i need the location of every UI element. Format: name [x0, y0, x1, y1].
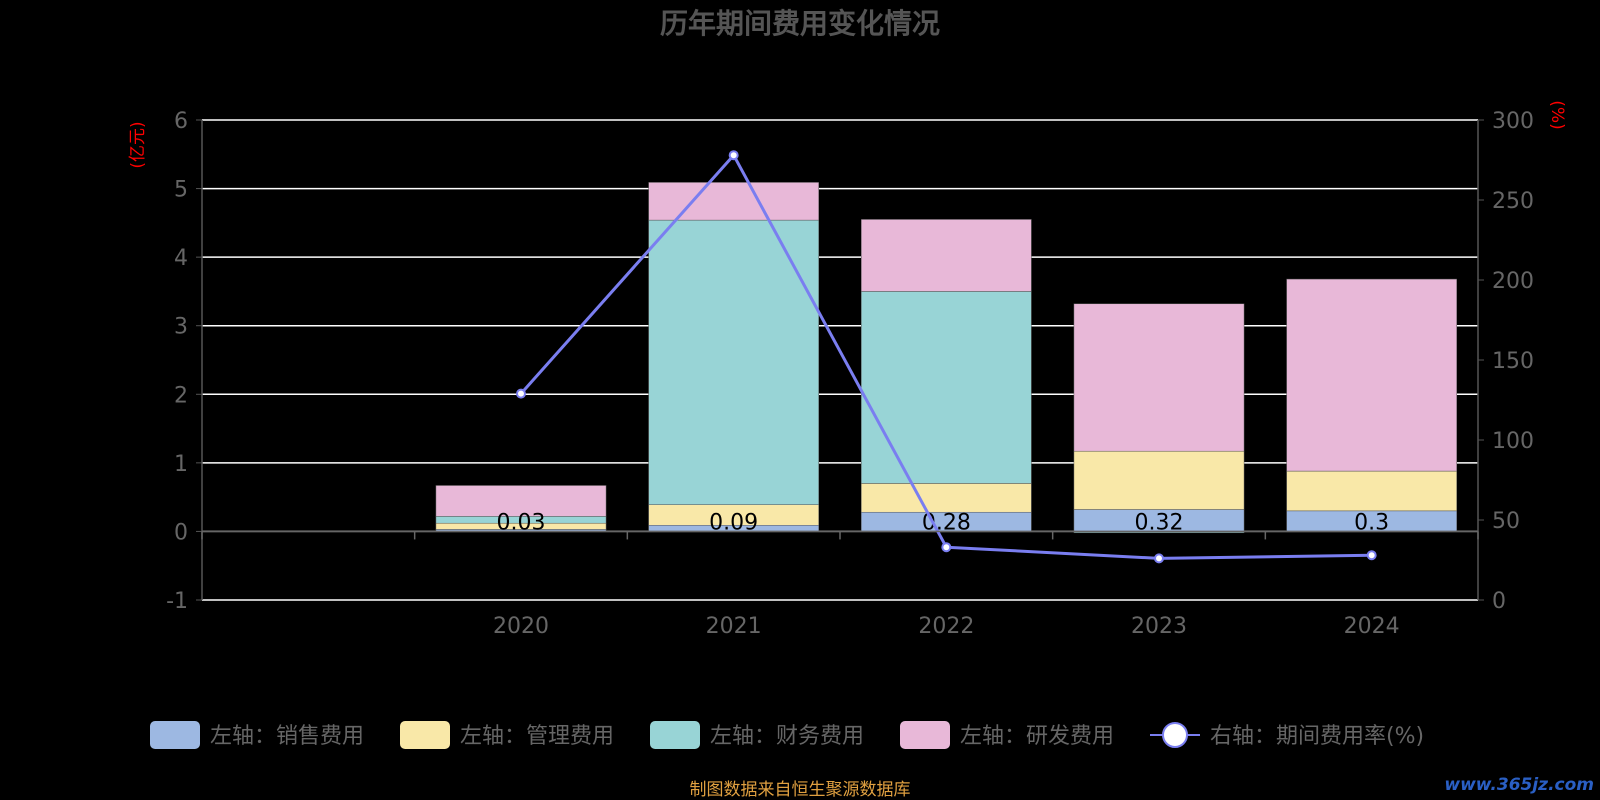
- legend-label: 左轴：研发费用: [960, 724, 1114, 749]
- rate-point: [728, 150, 739, 161]
- left-tick-label: 5: [174, 178, 188, 203]
- left-tick-label: 3: [174, 315, 188, 340]
- legend-swatch: [150, 721, 200, 749]
- x-tick-label: 2022: [918, 614, 974, 639]
- right-tick-label: 250: [1492, 189, 1534, 214]
- left-tick-label: 6: [174, 109, 188, 134]
- x-tick-label: 2020: [493, 614, 549, 639]
- legend-label: 右轴：期间费用率(%): [1210, 724, 1424, 749]
- legend: 左轴：销售费用 左轴：管理费用 左轴：财务费用 左轴：研发费用 右轴：期间费用率(%): [150, 721, 1424, 749]
- bar-segment: [648, 219, 819, 505]
- rate-point: [1154, 553, 1164, 564]
- legend-label: 左轴：财务费用: [710, 724, 864, 749]
- right-tick-label: 50: [1492, 509, 1520, 534]
- rate-point: [1366, 550, 1377, 561]
- axes-layer: -1 0 1 2 3 4 5 6 0 50 100 150 200 250 300 2020 2021 2022 2…: [166, 109, 1534, 639]
- bar-segment: [861, 483, 1032, 513]
- left-tick-label: 0: [174, 520, 188, 545]
- source-note: 制图数据来自恒生聚源数据库: [690, 780, 911, 800]
- x-tick-label: 2023: [1131, 614, 1187, 639]
- chart-title: 历年期间费用变化情况: [660, 7, 940, 40]
- watermark: www.365jz.com: [1444, 775, 1594, 795]
- left-tick-label: 1: [174, 452, 188, 477]
- bar-segment: [435, 485, 607, 517]
- x-tick-label: 2021: [706, 614, 762, 639]
- rate-point: [941, 542, 952, 553]
- bar-segment: [1286, 470, 1457, 512]
- left-tick-label: -1: [166, 589, 188, 614]
- legend-swatch: [400, 721, 450, 749]
- bar-segment: [1073, 303, 1245, 452]
- left-tick-label: 2: [174, 383, 188, 408]
- left-tick-label: 4: [174, 246, 188, 271]
- line-layer: [516, 150, 1377, 564]
- right-axis-unit: (%): [1547, 100, 1567, 129]
- bar-segment: [648, 182, 819, 221]
- bar-segment: [861, 291, 1032, 484]
- bar-segment: [1286, 278, 1457, 472]
- legend-swatch: [650, 721, 700, 749]
- right-tick-label: 100: [1492, 429, 1534, 454]
- right-tick-label: 150: [1492, 349, 1534, 374]
- legend-label: 左轴：管理费用: [460, 724, 614, 749]
- rate-point: [516, 388, 526, 399]
- bar-segment: [861, 219, 1032, 292]
- bar-layer: [435, 182, 1457, 534]
- left-axis-unit: (亿元): [128, 121, 148, 168]
- legend-label: 左轴：销售费用: [210, 724, 364, 749]
- right-tick-label: 0: [1492, 589, 1506, 614]
- right-tick-label: 200: [1492, 269, 1534, 294]
- right-tick-label: 300: [1492, 109, 1534, 134]
- legend-marker: [1162, 722, 1188, 748]
- x-tick-label: 2024: [1344, 614, 1400, 639]
- legend-swatch: [900, 721, 950, 749]
- bar-segment: [1073, 450, 1245, 510]
